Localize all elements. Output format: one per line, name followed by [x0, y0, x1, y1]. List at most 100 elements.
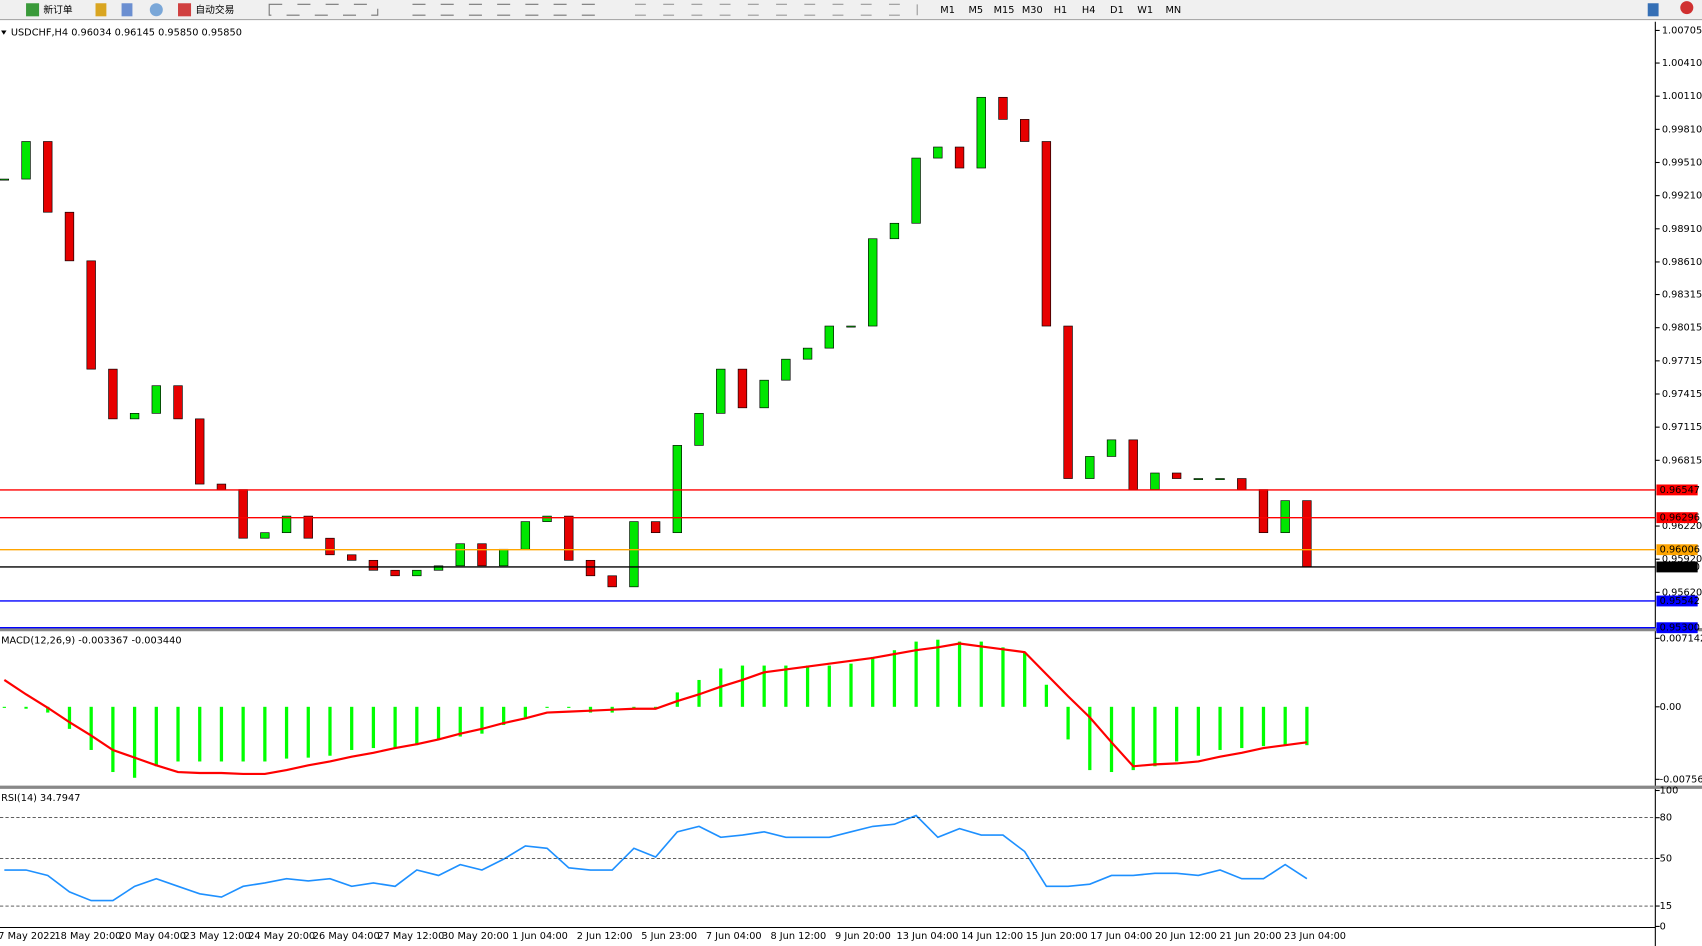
timeframe-button[interactable]: H4: [1082, 5, 1096, 16]
candle: [1063, 325, 1073, 479]
toolbar-button[interactable]: 新订单: [43, 3, 73, 16]
macd-bar: [154, 706, 158, 767]
candle: [455, 543, 465, 567]
time-label: 17 May 2022: [0, 931, 56, 942]
macd-bar: [480, 706, 484, 734]
macd-bar: [198, 706, 202, 762]
time-label: 15 Jun 20:00: [1026, 931, 1088, 942]
macd-bar: [762, 665, 766, 707]
time-label: 30 May 20:00: [442, 931, 509, 942]
time-label: 23 Jun 04:00: [1284, 931, 1346, 942]
price-tick-label: 0.99810: [1662, 124, 1702, 135]
macd-bar: [502, 706, 506, 726]
time-label: 17 Jun 04:00: [1090, 931, 1152, 942]
candle: [672, 445, 682, 534]
price-tick-label: 0.95620: [1662, 587, 1702, 598]
timeframe-button[interactable]: M5: [969, 5, 984, 16]
candle: [173, 385, 183, 420]
price-tick-label: 1.00705: [1662, 25, 1702, 36]
macd-bar: [46, 706, 50, 713]
time-label: 21 Jun 20:00: [1219, 931, 1281, 942]
timeframe-button[interactable]: M1: [940, 5, 955, 16]
macd-bar: [284, 706, 289, 759]
macd-info: MACD(12,26,9) -0.003367 -0.003440: [1, 635, 181, 646]
price-tick-label: 0.98315: [1662, 290, 1702, 301]
candle: [260, 532, 270, 539]
macd-bar: [871, 656, 875, 707]
candle: [1085, 456, 1095, 479]
time-label: 9 Jun 20:00: [835, 931, 891, 942]
candle: [151, 385, 161, 414]
toolbar-button[interactable]: 自动交易: [195, 3, 234, 16]
candle: [846, 325, 856, 328]
autotrade-icon[interactable]: [178, 3, 192, 17]
candle: [108, 368, 118, 420]
new-order-icon[interactable]: [26, 3, 40, 17]
candle: [195, 418, 205, 485]
candle: [868, 238, 878, 327]
price-level-tag: [1656, 484, 1698, 496]
timeframe-button[interactable]: W1: [1137, 5, 1153, 16]
time-label: 2 Jun 12:00: [577, 931, 633, 942]
price-level-tag: [1656, 595, 1698, 607]
candle: [1128, 439, 1138, 490]
timeframe-button[interactable]: M15: [994, 5, 1015, 16]
macd-bar: [567, 706, 571, 708]
macd-bar: [1218, 706, 1222, 750]
macd-bar: [827, 665, 831, 707]
time-label: 1 Jun 04:00: [512, 931, 568, 942]
time-label: 13 Jun 04:00: [897, 931, 959, 942]
price-tick-label: 0.99210: [1662, 191, 1702, 202]
price-tick-label: 0.98610: [1662, 257, 1702, 268]
macd-bar: [936, 639, 940, 707]
macd-bar: [458, 706, 462, 737]
macd-bar: [241, 706, 245, 762]
macd-bar: [219, 706, 224, 762]
candle: [433, 565, 444, 571]
macd-bar: [24, 706, 28, 709]
price-tick-label: 0.99510: [1662, 157, 1702, 168]
macd-bar: [1196, 706, 1200, 756]
timeframe-button[interactable]: M30: [1022, 5, 1043, 16]
candle: [585, 559, 596, 577]
macd-bar: [805, 665, 810, 707]
price-tick-label: 0.96815: [1662, 455, 1702, 466]
time-label: 18 May 20:00: [54, 931, 121, 942]
timeframe-button[interactable]: D1: [1110, 5, 1124, 16]
time-label: 14 Jun 12:00: [961, 931, 1023, 942]
price-level-label: 0.96296: [1660, 513, 1700, 524]
price-tick-label: 0.96220: [1662, 521, 1702, 532]
timeframe-button[interactable]: MN: [1166, 5, 1182, 16]
price-tick-label: 1.00110: [1662, 91, 1702, 102]
candle: [0, 178, 10, 181]
timeframe-button[interactable]: H1: [1054, 5, 1068, 16]
time-label: 20 May 04:00: [119, 931, 186, 942]
candle: [1237, 478, 1247, 490]
candle: [477, 543, 487, 567]
candle: [889, 222, 900, 240]
macd-bar: [653, 706, 658, 708]
candle: [43, 141, 53, 213]
symbol-info: USDCHF,H4 0.96034 0.96145 0.95850 0.9585…: [11, 28, 242, 39]
rsi-info: RSI(14) 34.7947: [1, 793, 80, 804]
time-label: 26 May 04:00: [313, 931, 380, 942]
candle: [216, 483, 227, 490]
candle: [129, 413, 140, 420]
macd-bar: [1088, 706, 1092, 771]
candle: [1041, 141, 1052, 327]
price-tick-label: 0.98910: [1662, 224, 1702, 235]
macd-bar: [1023, 652, 1027, 707]
price-level-label: 0.95300: [1660, 623, 1700, 634]
menu-arrow: [1, 30, 7, 35]
macd-bar: [1153, 706, 1157, 767]
macd-bar: [132, 706, 137, 778]
candle: [498, 548, 509, 567]
time-label: 27 May 12:00: [377, 931, 444, 942]
macd-bar: [1305, 706, 1309, 746]
macd-bar: [350, 706, 354, 750]
price-level-label: 0.95850: [1660, 562, 1700, 573]
candle: [1020, 119, 1030, 142]
macd-bar: [415, 706, 419, 746]
macd-signal: [3, 642, 1308, 776]
